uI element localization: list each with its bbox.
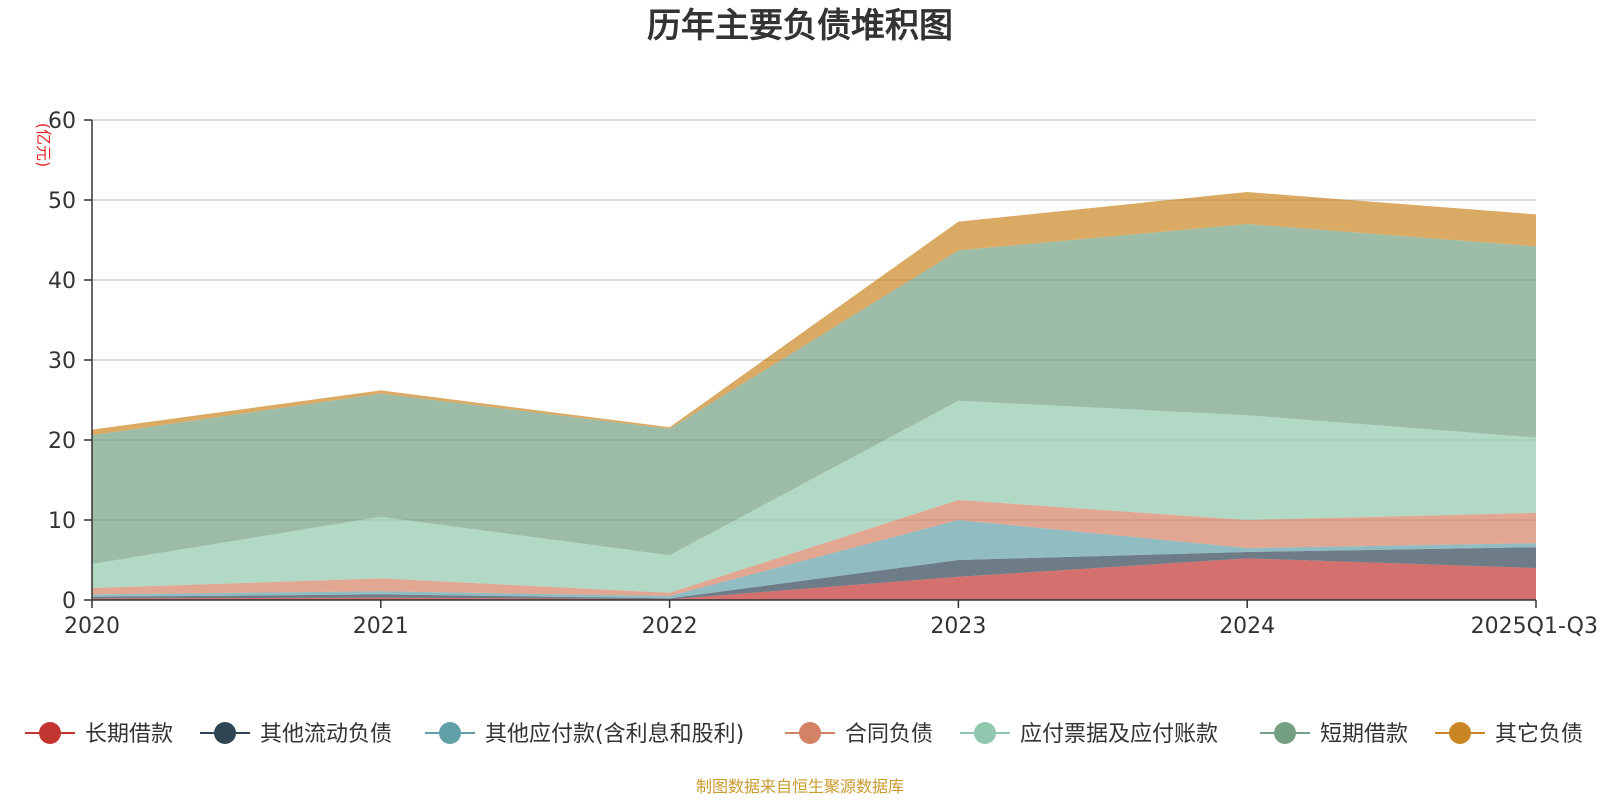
y-tick-label: 40: [48, 269, 76, 294]
y-tick-label: 0: [62, 589, 76, 614]
x-tick-label: 2021: [353, 614, 409, 639]
area-series-1: [92, 558, 1536, 600]
x-tick-label: 2022: [642, 614, 698, 639]
x-tick-label: 2024: [1219, 614, 1275, 639]
x-tick-label: 2025Q1-Q3: [1471, 614, 1598, 639]
legend-label: 长期借款: [85, 722, 173, 747]
y-tick-label: 60: [48, 109, 76, 134]
legend-circle-icon: [1449, 722, 1471, 744]
legend-circle-icon: [799, 722, 821, 744]
y-tick-label: 30: [48, 349, 76, 374]
area-series-layer: [92, 192, 1536, 600]
area-series-5: [92, 400, 1536, 593]
area-series-2: [92, 547, 1536, 600]
legend-label: 合同负债: [845, 722, 933, 747]
legend-label: 其他流动负债: [260, 722, 392, 747]
x-tick-label: 2023: [930, 614, 986, 639]
legend-item-1[interactable]: 长期借款: [25, 722, 173, 747]
y-tick-label: 10: [48, 509, 76, 534]
legend-item-7[interactable]: 其它负债: [1435, 722, 1583, 747]
legend-circle-icon: [214, 722, 236, 744]
legend[interactable]: 长期借款 其他流动负债 其他应付款(含利息和股利) 合同负债 应付票据及应付账款 短期借款…: [25, 722, 1583, 747]
legend-circle-icon: [974, 722, 996, 744]
legend-item-6[interactable]: 短期借款: [1260, 722, 1408, 747]
x-tick-label: 2020: [64, 614, 120, 639]
axes: 0 10 20 30 40 50 60 2020 2021 2022 2023 2024 2025Q1-…: [48, 109, 1598, 639]
legend-label: 应付票据及应付账款: [1020, 722, 1218, 747]
y-tick-label: 20: [48, 429, 76, 454]
legend-item-5[interactable]: 应付票据及应付账款: [960, 722, 1218, 747]
legend-circle-icon: [1274, 722, 1296, 744]
legend-circle-icon: [39, 722, 61, 744]
area-series-3: [92, 520, 1536, 599]
legend-label: 短期借款: [1320, 722, 1408, 747]
y-axis-unit-label: (亿元): [34, 123, 53, 168]
chart-title: 历年主要负债堆积图: [647, 6, 953, 46]
area-series-4: [92, 500, 1536, 596]
y-tick-label: 50: [48, 189, 76, 214]
legend-label: 其它负债: [1495, 722, 1583, 747]
legend-item-4[interactable]: 合同负债: [785, 722, 933, 747]
area-series-6: [92, 224, 1536, 564]
legend-circle-icon: [439, 722, 461, 744]
legend-item-2[interactable]: 其他流动负债: [200, 722, 392, 747]
legend-label: 其他应付款(含利息和股利): [485, 722, 744, 747]
area-series-7: [92, 192, 1536, 436]
legend-item-3[interactable]: 其他应付款(含利息和股利): [425, 722, 744, 747]
data-source-note: 制图数据来自恒生聚源数据库: [696, 777, 904, 796]
